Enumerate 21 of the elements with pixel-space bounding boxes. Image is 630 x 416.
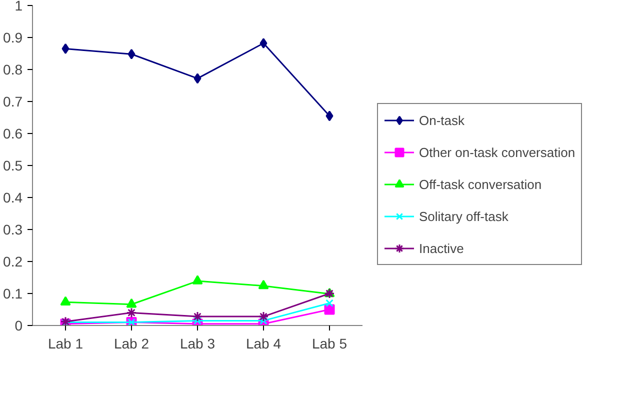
y-tick-label: 0.1 <box>3 286 23 302</box>
y-tick-label: 0.5 <box>3 158 23 174</box>
y-tick-label: 0.6 <box>3 126 23 142</box>
legend-label: Other on-task conversation <box>419 144 576 160</box>
x-tick-label: Lab 4 <box>246 336 282 352</box>
legend-label: Solitary off-task <box>419 208 508 224</box>
y-tick-label: 0.4 <box>3 190 23 206</box>
x-tick-label: Lab 2 <box>114 336 150 352</box>
x-tick-label: Lab 1 <box>48 336 84 352</box>
y-tick-label: 0.2 <box>3 254 23 270</box>
y-tick-label: 1 <box>14 0 23 14</box>
x-tick-label: Lab 5 <box>312 336 348 352</box>
x-tick-label: Lab 3 <box>180 336 216 352</box>
y-tick-label: 0.7 <box>3 94 23 110</box>
y-tick-label: 0.8 <box>3 62 23 78</box>
legend-label: Inactive <box>419 240 464 256</box>
y-tick-label: 0 <box>14 318 23 334</box>
y-tick-label: 0.9 <box>3 30 23 46</box>
legend-label: Off-task conversation <box>419 176 542 192</box>
y-tick-label: 0.3 <box>3 222 23 238</box>
legend-label: On-task <box>419 112 465 128</box>
